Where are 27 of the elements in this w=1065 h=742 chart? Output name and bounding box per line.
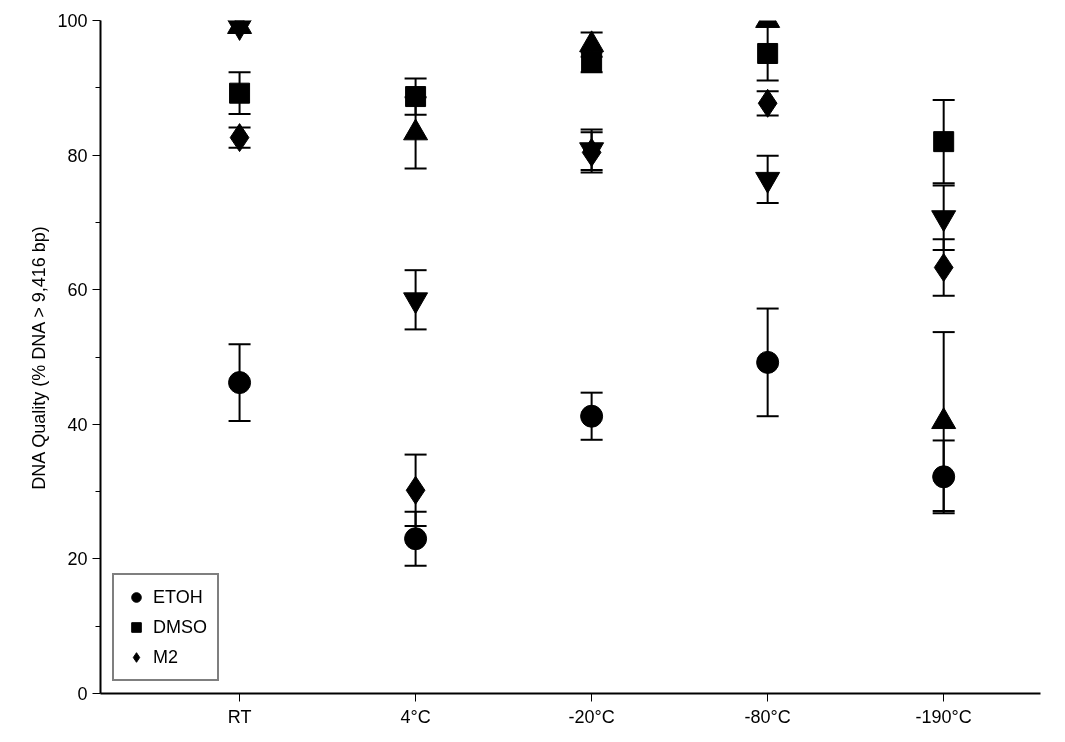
legend-label: M2 xyxy=(153,646,179,668)
y-tick-label: 100 xyxy=(57,11,88,31)
point xyxy=(405,86,427,108)
point xyxy=(405,475,426,505)
x-tick-label: -190°C xyxy=(915,706,972,727)
y-tick-label: 60 xyxy=(67,280,88,301)
x-tick-label: -80°C xyxy=(744,706,791,727)
y-tick-label: 40 xyxy=(67,414,88,435)
x-tick-label: RT xyxy=(227,706,252,727)
point xyxy=(581,137,602,167)
point xyxy=(228,371,252,395)
point xyxy=(933,252,954,282)
point xyxy=(756,350,780,374)
legend-label: ETOH xyxy=(153,586,203,608)
y-tick-label: 0 xyxy=(77,684,88,704)
point xyxy=(932,465,956,489)
y-tick-label: 20 xyxy=(67,549,88,570)
y-axis-title: DNA Quality (% DNA > 9,416 bp) xyxy=(29,226,50,490)
point xyxy=(757,42,779,64)
point xyxy=(580,404,604,428)
point xyxy=(404,527,428,551)
y-tick-label: 80 xyxy=(67,145,88,166)
legend-label: DMSO xyxy=(153,616,207,638)
point xyxy=(229,82,251,104)
point xyxy=(933,131,955,153)
x-tick-label: 4°C xyxy=(400,706,431,727)
x-tick-label: -20°C xyxy=(568,706,615,727)
